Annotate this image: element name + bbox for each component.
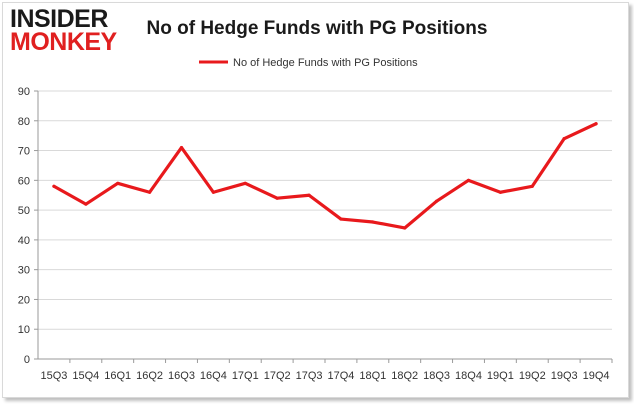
- data-point: [52, 184, 56, 188]
- x-tick-label: 19Q3: [551, 370, 578, 382]
- data-point: [84, 202, 88, 206]
- x-tick-label: 19Q4: [583, 370, 610, 382]
- chart-title: No of Hedge Funds with PG Positions: [147, 18, 488, 39]
- data-point: [179, 145, 184, 150]
- logo-line2: MONKEY: [10, 28, 118, 56]
- y-tick-label: 90: [18, 86, 30, 98]
- x-tick-label: 16Q4: [200, 370, 227, 382]
- logo-line1: INSIDER: [10, 5, 108, 33]
- x-tick-label: 16Q2: [136, 370, 163, 382]
- data-point: [243, 181, 247, 185]
- gridlines: [34, 90, 613, 363]
- series-line: [52, 122, 598, 230]
- data-point: [594, 122, 598, 126]
- y-tick-label: 50: [18, 205, 30, 217]
- data-point: [498, 190, 502, 194]
- x-tick-label: 19Q1: [487, 370, 514, 382]
- data-point: [116, 181, 120, 185]
- y-tick-label: 0: [24, 354, 30, 366]
- y-tick-label: 80: [18, 116, 30, 128]
- x-axis-tick-labels: 15Q3 15Q4 16Q1 16Q2 16Q3 16Q4 17Q1 17Q2 17Q3 17Q4…: [40, 370, 609, 382]
- x-tick-label: 15Q4: [72, 370, 99, 382]
- data-point: [530, 184, 534, 188]
- data-point: [148, 190, 152, 194]
- plot-area: [52, 122, 598, 230]
- y-tick-label: 40: [18, 235, 30, 247]
- x-tick-label: 18Q1: [359, 370, 386, 382]
- x-tick-label: 18Q3: [423, 370, 450, 382]
- data-point: [466, 178, 471, 182]
- data-point: [211, 190, 215, 194]
- y-tick-label: 20: [18, 294, 30, 306]
- y-tick-label: 30: [18, 265, 30, 277]
- data-point: [275, 196, 279, 200]
- legend: No of Hedge Funds with PG Positions: [199, 57, 418, 69]
- data-point: [403, 226, 407, 230]
- x-tick-label: 18Q2: [391, 370, 418, 382]
- x-tick-label: 17Q3: [296, 370, 323, 382]
- x-tick-label: 18Q4: [455, 370, 482, 382]
- y-axis-tick-labels: 0 10 20 30 40 50 60 70 80 90: [18, 86, 30, 366]
- y-tick-label: 10: [18, 324, 30, 336]
- y-tick-label: 70: [18, 146, 30, 158]
- data-point: [339, 217, 343, 221]
- x-tick-label: 17Q1: [232, 370, 259, 382]
- y-tick-label: 60: [18, 175, 30, 187]
- data-point: [435, 199, 439, 203]
- x-tick-label: 19Q2: [519, 370, 546, 382]
- x-tick-label: 17Q4: [327, 370, 354, 382]
- x-tick-label: 17Q2: [264, 370, 291, 382]
- data-point: [562, 137, 566, 141]
- data-point: [307, 193, 311, 197]
- x-tick-label: 16Q1: [104, 370, 131, 382]
- legend-label: No of Hedge Funds with PG Positions: [233, 57, 418, 69]
- insider-monkey-logo: INSIDER MONKEY: [10, 5, 118, 56]
- x-tick-label: 16Q3: [168, 370, 195, 382]
- data-point: [371, 220, 375, 224]
- x-tick-label: 15Q3: [40, 370, 67, 382]
